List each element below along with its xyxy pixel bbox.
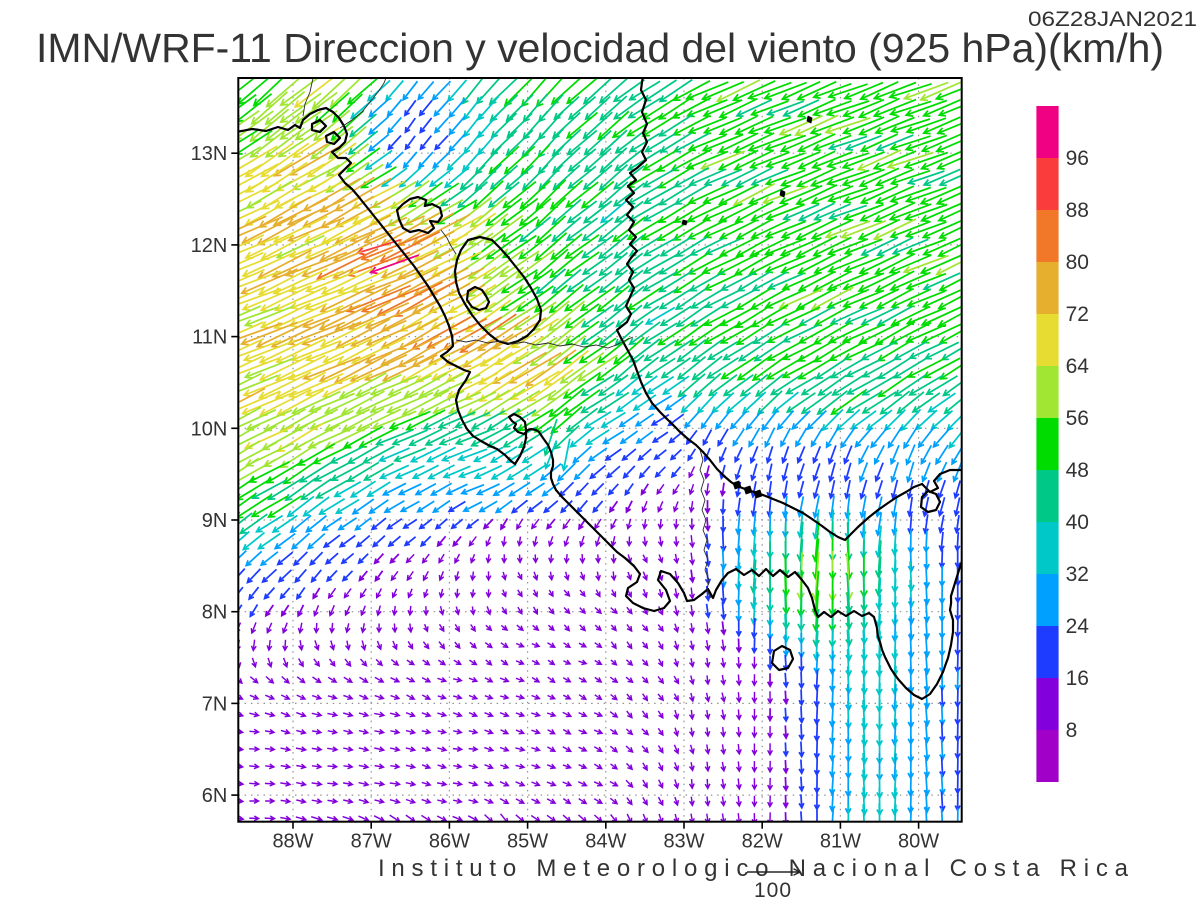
svg-text:12N: 12N [191,235,228,257]
svg-text:82W: 82W [742,831,783,853]
svg-text:83W: 83W [663,831,704,853]
svg-text:10N: 10N [191,418,228,440]
svg-text:85W: 85W [507,831,548,853]
svg-text:80W: 80W [898,831,939,853]
svg-text:IMN/WRF-11 Direccion y velocid: IMN/WRF-11 Direccion y velocidad del vie… [36,25,1164,71]
svg-text:11N: 11N [192,327,227,349]
svg-text:84W: 84W [585,831,626,853]
svg-text:06Z28JAN2021: 06Z28JAN2021 [1028,8,1197,31]
svg-text:8: 8 [1066,719,1078,742]
svg-text:48: 48 [1066,459,1089,482]
svg-text:24: 24 [1066,615,1090,638]
svg-text:56: 56 [1066,407,1089,430]
svg-text:88W: 88W [272,831,313,853]
svg-text:81W: 81W [820,831,861,853]
svg-text:88: 88 [1066,199,1089,222]
svg-text:40: 40 [1066,511,1089,534]
svg-text:80: 80 [1066,251,1089,274]
svg-text:16: 16 [1066,667,1089,690]
svg-text:72: 72 [1066,303,1089,326]
svg-text:13N: 13N [191,143,228,165]
svg-text:87W: 87W [351,831,392,853]
svg-text:64: 64 [1066,355,1090,378]
svg-text:96: 96 [1066,147,1089,170]
svg-text:32: 32 [1066,563,1089,586]
svg-text:8N: 8N [202,602,228,624]
svg-text:100: 100 [754,879,792,900]
svg-text:7N: 7N [202,693,228,715]
svg-text:86W: 86W [429,831,470,853]
svg-text:6N: 6N [202,785,228,807]
svg-text:9N: 9N [202,510,228,532]
